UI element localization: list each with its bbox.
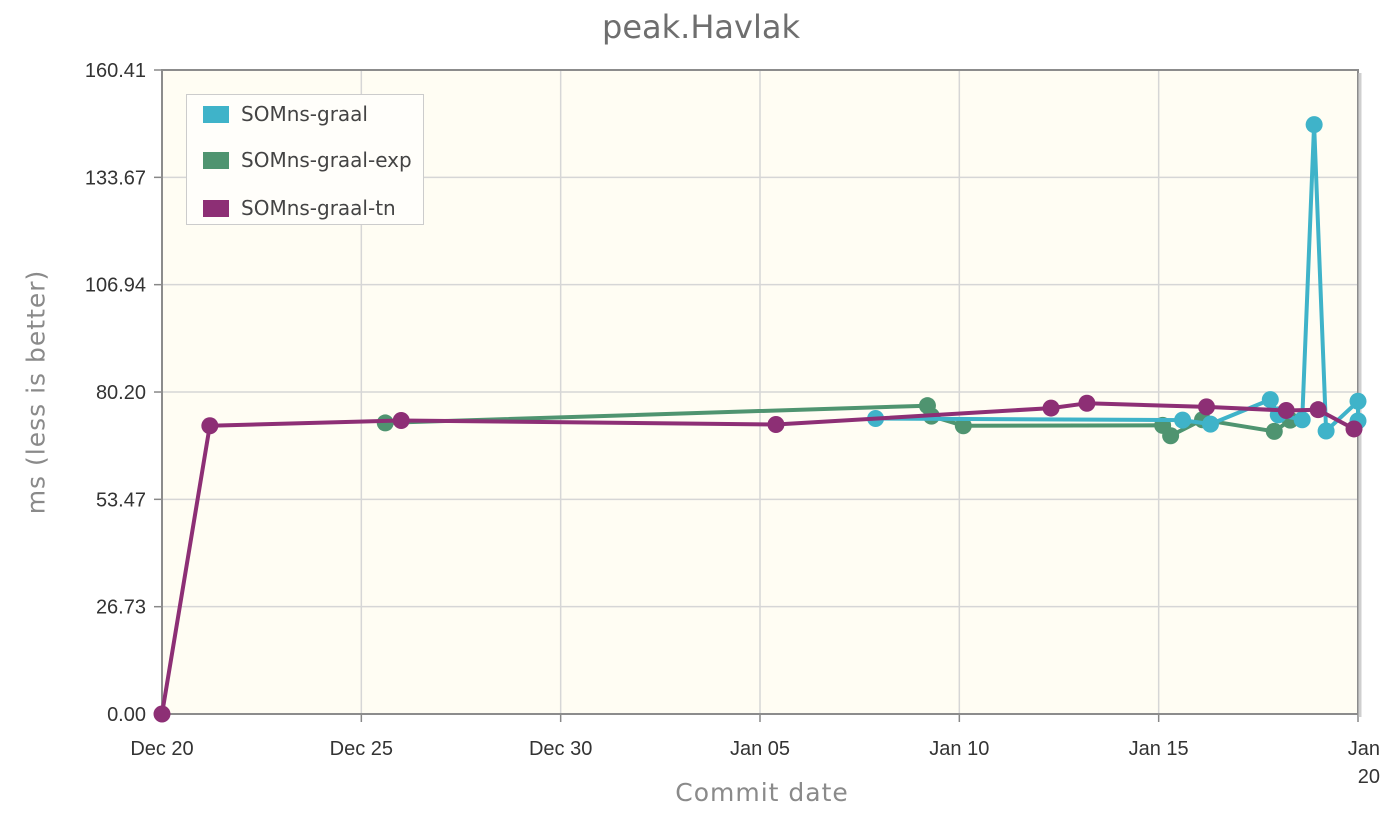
legend-label: SOMns-graal	[241, 102, 368, 126]
data-point[interactable]	[767, 416, 785, 434]
legend-swatch	[203, 151, 229, 169]
y-tick-label: 80.20	[96, 382, 146, 404]
legend-label: SOMns-graal-exp	[241, 148, 412, 172]
data-point[interactable]	[1309, 401, 1327, 419]
chart-title: peak.Havlak	[602, 8, 800, 46]
data-point[interactable]	[954, 417, 972, 435]
data-point[interactable]	[1201, 415, 1219, 433]
legend: SOMns-graal SOMns-graal-exp SOMns-graal-…	[186, 94, 424, 225]
x-tick-label: Jan 20	[1348, 738, 1380, 788]
x-tick-label: Dec 25	[330, 738, 393, 760]
series-line	[160, 401, 1356, 716]
data-point[interactable]	[1042, 399, 1060, 417]
y-tick-label: 0.00	[107, 704, 146, 726]
data-point[interactable]	[1277, 401, 1295, 419]
data-point[interactable]	[1265, 422, 1283, 440]
plot-frame	[161, 69, 1359, 715]
legend-swatch	[203, 199, 229, 217]
legend-item-somns-graal[interactable]: SOMns-graal	[203, 102, 368, 126]
data-point[interactable]	[1174, 411, 1192, 429]
y-tick-label: 160.41	[85, 60, 146, 82]
data-point[interactable]	[1293, 411, 1311, 429]
x-tick-label: Jan 15	[1129, 738, 1189, 760]
legend-swatch	[203, 105, 229, 123]
data-point[interactable]	[1349, 392, 1367, 410]
x-axis-title: Commit date	[675, 778, 849, 807]
y-tick-label: 106.94	[85, 275, 146, 297]
x-tick-label: Dec 20	[130, 738, 193, 760]
data-point[interactable]	[1317, 422, 1335, 440]
data-point[interactable]	[201, 417, 219, 435]
data-point[interactable]	[1162, 427, 1180, 445]
x-tick-label: Jan 05	[730, 738, 790, 760]
legend-item-somns-graal-exp[interactable]: SOMns-graal-exp	[203, 148, 412, 172]
y-tick-label: 26.73	[96, 597, 146, 619]
data-point[interactable]	[1305, 116, 1323, 134]
data-point[interactable]	[153, 705, 171, 723]
y-tick-label: 53.47	[96, 489, 146, 511]
data-point[interactable]	[1198, 398, 1216, 416]
data-point[interactable]	[1078, 394, 1096, 412]
legend-item-somns-graal-tn[interactable]: SOMns-graal-tn	[203, 196, 396, 220]
data-point[interactable]	[392, 412, 410, 430]
y-tick-label: 133.67	[85, 167, 146, 189]
legend-label: SOMns-graal-tn	[241, 196, 396, 220]
x-tick-label: Dec 30	[529, 738, 592, 760]
series-somns-graal-tn	[153, 394, 1363, 723]
data-point[interactable]	[1345, 420, 1363, 438]
x-tick-label: Jan 10	[929, 738, 989, 760]
data-point[interactable]	[1261, 391, 1279, 409]
